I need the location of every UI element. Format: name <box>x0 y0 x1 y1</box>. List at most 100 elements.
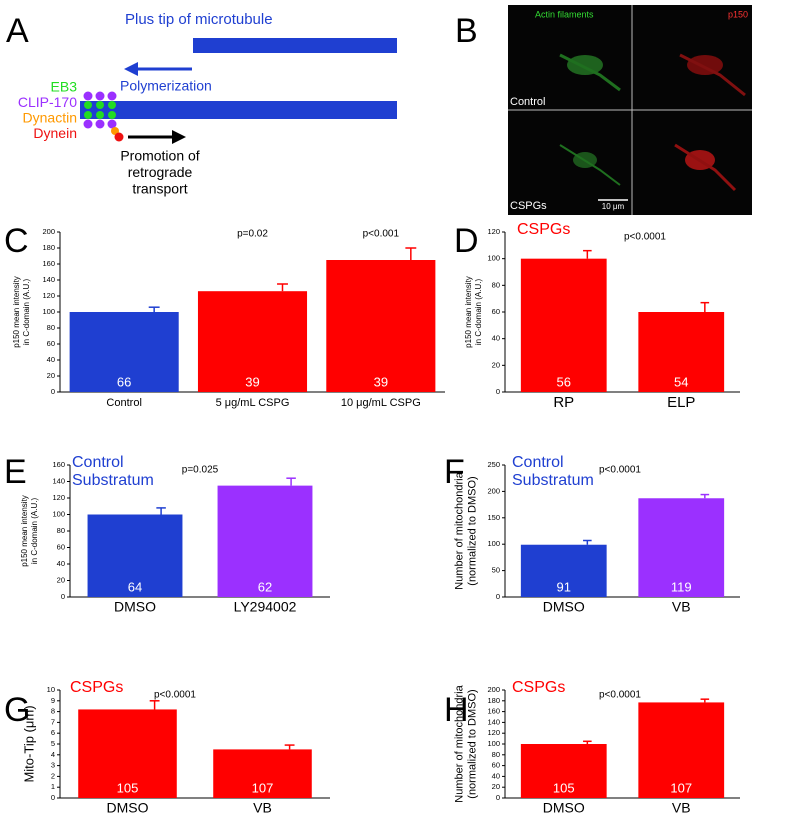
panel-letter: C <box>4 222 29 260</box>
y-tick-label: 80 <box>57 526 65 535</box>
panel-letter: B <box>455 12 478 50</box>
y-tick-label: 140 <box>487 717 500 726</box>
count-label: 105 <box>553 780 575 795</box>
y-tick-label: 100 <box>487 739 500 748</box>
count-label: 39 <box>374 374 388 389</box>
y-tick-label: 10 <box>47 685 55 694</box>
y-tick-label: 100 <box>42 307 55 316</box>
annotation: p<0.0001 <box>624 232 666 243</box>
y-tick-label: 140 <box>52 476 65 485</box>
subtitle: CSPGs <box>517 221 570 238</box>
y-tick-label: 4 <box>51 750 55 759</box>
annotation: p<0.001 <box>363 229 400 240</box>
y-axis-label: Number of mitochondria <box>453 471 465 589</box>
panel-letter: A <box>6 12 29 50</box>
count-label: 54 <box>674 374 688 389</box>
y-tick-label: 0 <box>61 592 65 601</box>
y-tick-label: 40 <box>492 771 500 780</box>
annotation: p<0.0001 <box>599 465 641 476</box>
y-tick-label: 0 <box>51 793 55 802</box>
y-tick-label: 20 <box>47 371 55 380</box>
y-tick-label: 60 <box>492 761 500 770</box>
panel-letter: E <box>4 453 27 491</box>
protein-label: EB3 <box>51 79 78 95</box>
y-tick-label: 150 <box>487 513 500 522</box>
bar <box>638 498 725 597</box>
condition-label: Control <box>510 96 545 108</box>
microtubule <box>80 101 397 119</box>
x-tick-label: RP <box>553 394 574 411</box>
y-tick-label: 5 <box>51 739 55 748</box>
subtitle: Substratum <box>512 472 594 489</box>
y-tick-label: 160 <box>42 259 55 268</box>
count-label: 39 <box>245 374 259 389</box>
y-tick-label: 20 <box>57 575 65 584</box>
bar <box>213 749 312 798</box>
channel-label: p150 <box>728 9 748 19</box>
count-label: 119 <box>671 579 692 594</box>
bar <box>638 702 725 798</box>
x-tick-label: LY294002 <box>234 599 297 615</box>
y-axis-label: in C-domain (A.U.) <box>30 498 39 565</box>
y-tick-label: 8 <box>51 707 55 716</box>
y-tick-label: 200 <box>487 685 500 694</box>
x-tick-label: VB <box>253 800 272 816</box>
count-label: 64 <box>128 579 142 594</box>
y-tick-label: 100 <box>487 539 500 548</box>
micrograph <box>508 5 752 215</box>
annotation: p=0.025 <box>182 465 219 476</box>
arrow-head <box>124 62 138 76</box>
y-tick-label: 80 <box>492 280 500 289</box>
polymerization-text: Polymerization <box>120 78 212 94</box>
x-tick-label: 5 μg/mL CSPG <box>216 397 290 409</box>
y-axis-label: p150 mean intensity <box>12 276 21 348</box>
subtitle: Control <box>512 454 564 471</box>
y-tick-label: 0 <box>51 387 55 396</box>
bar <box>78 709 177 798</box>
tip-text: Plus tip of microtubule <box>125 11 273 28</box>
count-label: 105 <box>117 780 139 795</box>
y-tick-label: 200 <box>487 486 500 495</box>
x-tick-label: ELP <box>667 394 695 411</box>
y-tick-label: 120 <box>487 728 500 737</box>
bar <box>69 312 179 392</box>
y-tick-label: 60 <box>57 542 65 551</box>
y-tick-label: 200 <box>42 227 55 236</box>
caption-line: retrograde <box>128 164 193 180</box>
y-tick-label: 180 <box>42 243 55 252</box>
y-axis-label: p150 mean intensity <box>20 495 29 567</box>
panel-letter: H <box>444 691 469 729</box>
y-tick-label: 100 <box>52 509 65 518</box>
bar <box>520 744 607 798</box>
x-tick-label: DMSO <box>543 800 585 816</box>
bar <box>217 485 313 597</box>
channel-label: Actin filaments <box>535 9 594 19</box>
y-tick-label: 0 <box>496 793 500 802</box>
y-axis-label: in C-domain (A.U.) <box>22 279 31 346</box>
y-tick-label: 9 <box>51 696 55 705</box>
y-tick-label: 1 <box>51 782 55 791</box>
y-tick-label: 3 <box>51 761 55 770</box>
bar <box>520 544 607 597</box>
y-tick-label: 20 <box>492 782 500 791</box>
y-tick-label: 100 <box>487 254 500 263</box>
caption-line: Promotion of <box>120 148 199 164</box>
count-label: 56 <box>557 374 571 389</box>
y-tick-label: 120 <box>42 291 55 300</box>
annotation: p<0.0001 <box>599 690 641 701</box>
panel-letter: G <box>4 691 30 729</box>
x-tick-label: VB <box>672 599 691 615</box>
bar <box>638 312 725 392</box>
y-tick-label: 120 <box>52 493 65 502</box>
y-tick-label: 180 <box>487 696 500 705</box>
y-tick-label: 2 <box>51 771 55 780</box>
y-tick-label: 40 <box>47 355 55 364</box>
y-tick-label: 60 <box>47 339 55 348</box>
y-tick-label: 40 <box>492 334 500 343</box>
bar <box>197 291 308 392</box>
protein-label: Dynactin <box>23 110 77 126</box>
panel-letter: F <box>444 453 465 491</box>
